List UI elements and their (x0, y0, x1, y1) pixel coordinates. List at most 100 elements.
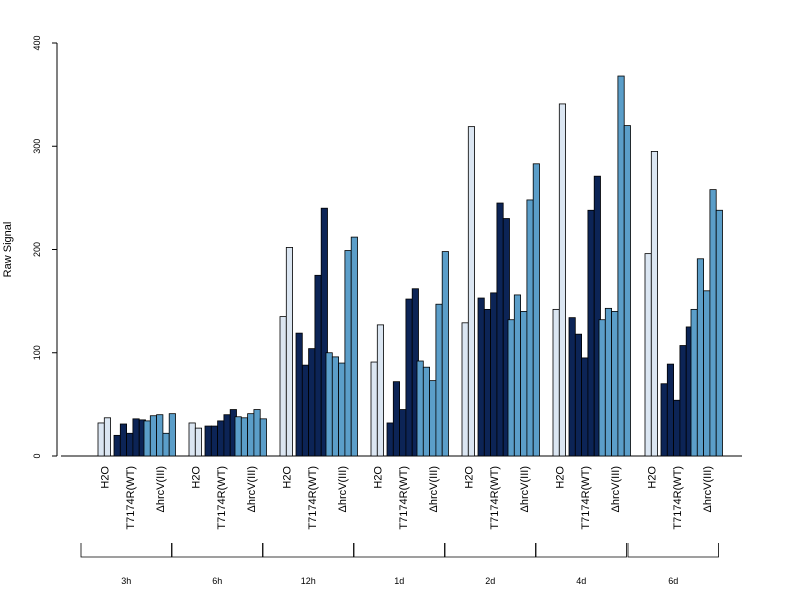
bar (194, 427, 203, 457)
condition-label: T7174R(WT) (580, 466, 592, 530)
bar (325, 352, 333, 457)
bar (483, 308, 491, 457)
bar (376, 324, 384, 457)
bar (295, 332, 303, 457)
condition-labels: H2O T7174R(WT) ΔhrcV(III) H2O T7174R(WT) Δhrc… (99, 466, 714, 530)
condition-label: H2O (646, 466, 658, 489)
bar (598, 319, 606, 457)
bar (690, 308, 698, 457)
bar (617, 75, 625, 457)
bar (435, 303, 443, 457)
condition-label: H2O (99, 466, 111, 489)
bar (623, 125, 631, 457)
bar (574, 333, 582, 457)
bar (526, 199, 534, 457)
condition-label: ΔhrcV(III) (246, 466, 258, 512)
bar (507, 319, 515, 457)
bar (314, 274, 322, 457)
bar (253, 409, 261, 457)
y-axis-title: Raw Signal (2, 222, 14, 278)
time-label: 2d (485, 576, 495, 586)
bar (308, 348, 316, 457)
bar (709, 189, 717, 457)
time-bracket (627, 543, 719, 558)
bar (301, 364, 309, 457)
condition-label: H2O (190, 466, 202, 489)
bar (119, 423, 128, 457)
bar (149, 415, 158, 457)
bar (132, 418, 140, 457)
bar (320, 207, 328, 457)
bar (370, 361, 378, 457)
time-bracket (444, 543, 536, 558)
condition-label: ΔhrcV(III) (702, 466, 714, 512)
bar (650, 151, 658, 457)
y-axis: 0 100 200 300 400 (32, 35, 58, 459)
condition-label: T7174R(WT) (398, 466, 410, 530)
bar (513, 294, 521, 457)
condition-label: ΔhrcV(III) (155, 466, 167, 512)
bar (279, 316, 287, 457)
bar (416, 360, 424, 457)
bar (168, 413, 176, 457)
bar (240, 417, 249, 457)
bar (223, 414, 231, 457)
bar (673, 399, 681, 457)
bar (422, 366, 430, 457)
y-tick-label: 0 (32, 453, 42, 458)
condition-label: H2O (372, 466, 384, 489)
bar (392, 381, 400, 457)
condition-label: ΔhrcV(III) (610, 466, 622, 512)
bar (532, 163, 540, 457)
bar (429, 380, 437, 457)
time-label: 1d (394, 576, 404, 586)
bar (331, 356, 339, 457)
condition-label: H2O (554, 466, 566, 489)
bar (679, 345, 687, 457)
time-brackets: 3h 6h 12h 1d 2d 4d 6d (80, 543, 719, 586)
bar (581, 357, 589, 457)
bar (126, 432, 134, 457)
bar (461, 322, 469, 457)
condition-label: T7174R(WT) (216, 466, 228, 530)
bar (490, 292, 498, 457)
condition-label: H2O (281, 466, 293, 489)
bar (386, 422, 394, 457)
y-tick-label: 400 (32, 35, 42, 50)
time-label: 6d (668, 576, 678, 586)
bar (660, 383, 668, 457)
bar (156, 414, 164, 457)
bar (593, 175, 601, 457)
bar (217, 420, 225, 457)
bars-layer (97, 75, 723, 457)
time-bracket (80, 543, 172, 558)
bar (496, 202, 504, 457)
condition-label: T7174R(WT) (489, 466, 501, 530)
bar (477, 297, 485, 457)
bar (587, 209, 595, 457)
condition-label: T7174R(WT) (125, 466, 137, 530)
bar (703, 290, 711, 457)
bar (247, 413, 255, 457)
time-bracket (262, 543, 354, 558)
bar (143, 420, 151, 457)
bar (399, 409, 407, 457)
bar (715, 209, 723, 457)
condition-label: ΔhrcV(III) (337, 466, 349, 512)
condition-label: ΔhrcV(III) (519, 466, 531, 512)
bar (666, 363, 674, 457)
bar (188, 422, 196, 457)
bar (604, 307, 612, 457)
bar (611, 311, 619, 457)
condition-label: ΔhrcV(III) (428, 466, 440, 512)
bar (259, 418, 267, 457)
bar (644, 253, 652, 457)
bar (552, 308, 560, 457)
time-bracket (171, 543, 263, 558)
y-tick-label: 100 (32, 345, 42, 360)
bar (558, 103, 566, 457)
bar (113, 434, 121, 457)
bar (568, 317, 576, 457)
bar (696, 258, 704, 457)
bar (344, 250, 352, 457)
